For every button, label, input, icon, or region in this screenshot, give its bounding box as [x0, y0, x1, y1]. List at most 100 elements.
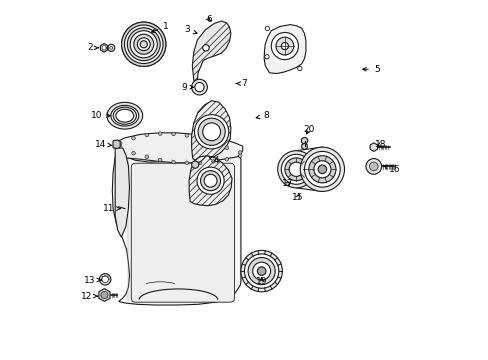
Circle shape [275, 37, 293, 55]
Circle shape [224, 157, 228, 161]
Text: 13: 13 [84, 275, 102, 284]
Circle shape [244, 254, 278, 288]
Circle shape [145, 133, 148, 137]
Text: 6: 6 [205, 15, 211, 24]
Circle shape [264, 55, 268, 59]
Circle shape [145, 155, 148, 158]
Text: 8: 8 [256, 111, 268, 120]
Circle shape [118, 141, 122, 145]
Polygon shape [301, 143, 306, 150]
Ellipse shape [107, 102, 142, 129]
Circle shape [158, 158, 162, 162]
Text: 2: 2 [87, 43, 99, 52]
Text: 17: 17 [282, 179, 293, 188]
Text: 11: 11 [103, 204, 120, 213]
Circle shape [301, 138, 307, 144]
Circle shape [194, 82, 203, 92]
Circle shape [308, 156, 335, 183]
Circle shape [184, 134, 188, 137]
Circle shape [191, 161, 198, 168]
Circle shape [369, 162, 377, 171]
Text: 10: 10 [90, 111, 110, 120]
Circle shape [281, 154, 311, 184]
Circle shape [241, 250, 282, 292]
Circle shape [313, 161, 330, 178]
Circle shape [110, 46, 112, 49]
Text: 14: 14 [95, 140, 112, 149]
Text: 18: 18 [374, 140, 386, 149]
PathPatch shape [192, 21, 230, 91]
Circle shape [200, 171, 220, 191]
Circle shape [102, 276, 108, 283]
Ellipse shape [116, 109, 134, 122]
Text: 16: 16 [383, 165, 400, 174]
Polygon shape [100, 44, 107, 52]
Circle shape [140, 41, 147, 48]
Text: 1: 1 [151, 22, 168, 32]
Circle shape [122, 22, 165, 66]
Circle shape [224, 146, 228, 150]
Circle shape [134, 34, 153, 54]
Circle shape [281, 42, 288, 50]
Polygon shape [115, 146, 129, 237]
Circle shape [137, 38, 150, 51]
Circle shape [198, 161, 202, 165]
Polygon shape [369, 143, 377, 152]
PathPatch shape [191, 101, 230, 161]
Circle shape [238, 151, 242, 154]
Ellipse shape [113, 107, 136, 124]
Circle shape [131, 136, 135, 140]
Text: 4: 4 [208, 156, 218, 165]
Circle shape [102, 46, 106, 50]
Text: 5: 5 [362, 65, 379, 74]
Circle shape [130, 31, 157, 58]
Circle shape [211, 159, 215, 163]
Circle shape [365, 158, 381, 174]
Circle shape [247, 257, 275, 285]
Circle shape [203, 123, 220, 141]
Circle shape [277, 151, 314, 188]
Circle shape [300, 147, 344, 192]
Text: 3: 3 [184, 26, 197, 35]
Circle shape [285, 158, 307, 181]
Text: 9: 9 [181, 83, 193, 92]
Circle shape [171, 132, 175, 136]
PathPatch shape [189, 156, 231, 206]
Circle shape [203, 174, 217, 187]
Polygon shape [112, 146, 241, 305]
Circle shape [191, 79, 207, 95]
Circle shape [158, 132, 162, 135]
FancyBboxPatch shape [131, 163, 234, 302]
Circle shape [171, 160, 175, 164]
Text: 12: 12 [81, 292, 98, 301]
Text: 20: 20 [303, 126, 314, 135]
Polygon shape [99, 289, 110, 301]
Circle shape [288, 162, 303, 176]
Circle shape [317, 165, 326, 174]
Circle shape [304, 152, 340, 187]
Circle shape [99, 274, 111, 285]
Circle shape [127, 28, 160, 61]
Circle shape [101, 292, 108, 298]
Circle shape [124, 25, 163, 64]
Circle shape [252, 262, 270, 280]
Polygon shape [115, 133, 242, 163]
Circle shape [198, 137, 202, 141]
Circle shape [257, 267, 265, 275]
Circle shape [198, 118, 225, 145]
Circle shape [194, 114, 228, 149]
Text: 19: 19 [255, 277, 267, 286]
Polygon shape [113, 140, 120, 149]
Circle shape [184, 161, 188, 165]
Text: 7: 7 [236, 79, 247, 88]
Circle shape [264, 26, 269, 31]
Circle shape [203, 45, 209, 51]
Ellipse shape [111, 105, 139, 126]
Circle shape [211, 141, 215, 145]
Circle shape [131, 152, 135, 155]
Circle shape [297, 66, 302, 71]
Circle shape [271, 32, 298, 60]
Circle shape [197, 167, 224, 194]
Circle shape [107, 44, 115, 51]
Circle shape [238, 154, 242, 157]
